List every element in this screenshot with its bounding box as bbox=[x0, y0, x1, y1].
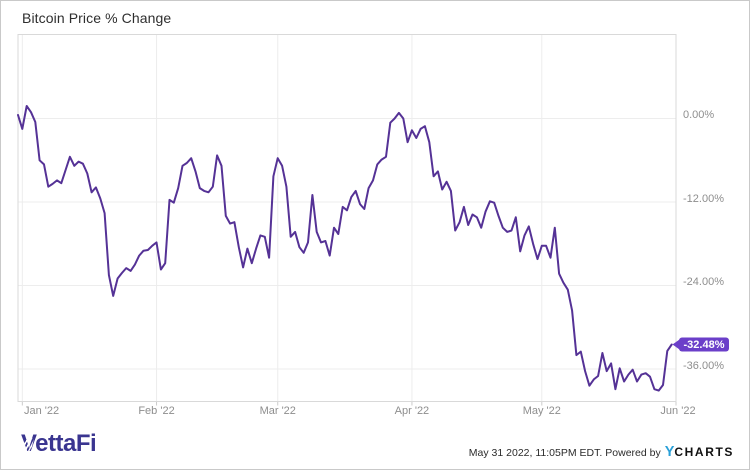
last-value-badge bbox=[679, 337, 729, 352]
attribution: May 31 2022, 11:05PM EDT. Powered by Y CH… bbox=[469, 444, 734, 460]
y-axis-label: 0.00% bbox=[683, 109, 715, 121]
ycharts-logo-text: CHARTS bbox=[674, 445, 734, 459]
x-axis-label: Apr '22 bbox=[394, 405, 430, 417]
price-line bbox=[17, 105, 673, 392]
vettafi-logo-text: VettaFi bbox=[21, 430, 97, 457]
x-axis-label: Jun '22 bbox=[660, 405, 696, 417]
chart-title: Bitcoin Price % Change bbox=[22, 10, 172, 26]
last-value-badge-pointer bbox=[672, 339, 680, 350]
x-axis-label: Jan '22 bbox=[24, 405, 60, 417]
vettafi-logo[interactable]: VettaFi bbox=[20, 430, 97, 458]
powered-by-label: Powered by bbox=[605, 447, 661, 459]
last-value-badge-label: -32.48% bbox=[684, 339, 725, 351]
y-axis-label: -12.00% bbox=[683, 192, 724, 205]
ycharts-y-icon: Y bbox=[664, 444, 675, 460]
plot-border bbox=[17, 34, 677, 402]
y-axis-label: -36.00% bbox=[683, 359, 724, 372]
x-axis-label: Mar '22 bbox=[259, 405, 296, 417]
x-axis-label: Feb '22 bbox=[138, 405, 175, 417]
y-axis-label: -24.00% bbox=[683, 276, 724, 288]
ycharts-logo[interactable]: Y CHARTS bbox=[665, 444, 734, 460]
x-axis-label: May '22 bbox=[522, 405, 561, 417]
timestamp: May 31 2022, 11:05PM EDT. bbox=[468, 447, 603, 459]
